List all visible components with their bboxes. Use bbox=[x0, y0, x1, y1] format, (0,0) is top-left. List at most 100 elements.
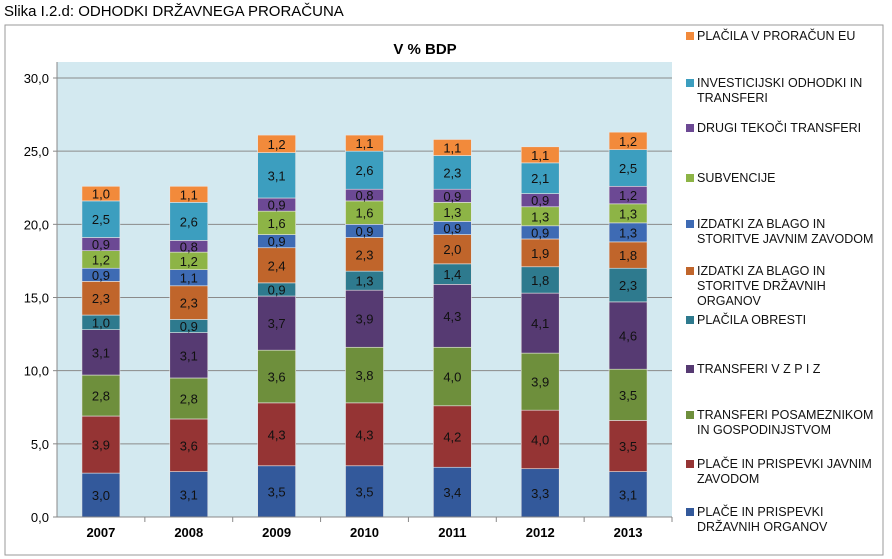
data-label: 1,3 bbox=[355, 274, 373, 289]
legend-swatch bbox=[686, 220, 694, 228]
data-label: 1,0 bbox=[92, 315, 110, 330]
data-label: 1,3 bbox=[619, 206, 637, 221]
bar-segment bbox=[345, 346, 384, 404]
y-tick-label: 25,0 bbox=[24, 144, 49, 159]
data-label: 2,3 bbox=[180, 296, 198, 311]
bar-segment bbox=[169, 332, 209, 379]
data-label: 3,1 bbox=[180, 487, 198, 502]
data-label: 3,5 bbox=[355, 484, 373, 499]
legend-item: SUBVENCIJE bbox=[686, 171, 877, 186]
data-label: 4,3 bbox=[443, 309, 461, 324]
data-label: 2,3 bbox=[443, 165, 461, 180]
bar-segment bbox=[81, 200, 121, 238]
x-tick-label: 2013 bbox=[614, 525, 643, 540]
legend-label: IZDATKI ZA BLAGO IN STORITVE JAVNIM ZAVO… bbox=[697, 217, 874, 246]
legend-swatch bbox=[686, 508, 694, 516]
legend-label: IZDATKI ZA BLAGO IN STORITVE DRŽAVNIH OR… bbox=[697, 264, 826, 308]
legend-swatch bbox=[686, 365, 694, 373]
data-label: 1,1 bbox=[443, 141, 461, 156]
x-tick-label: 2010 bbox=[350, 525, 379, 540]
bar-segment bbox=[433, 139, 472, 156]
data-label: 0,9 bbox=[443, 221, 461, 236]
legend-swatch bbox=[686, 124, 694, 132]
legend-label: DRUGI TEKOČI TRANSFERI bbox=[697, 121, 862, 135]
data-label: 3,1 bbox=[92, 345, 110, 360]
data-label: 3,9 bbox=[531, 375, 549, 390]
legend-swatch bbox=[686, 411, 694, 419]
data-label: 3,3 bbox=[531, 486, 549, 501]
bar-segment bbox=[520, 409, 560, 470]
bar-segment bbox=[169, 471, 209, 518]
data-label: 2,5 bbox=[92, 212, 110, 227]
data-label: 3,6 bbox=[180, 438, 198, 453]
data-label: 4,3 bbox=[268, 427, 286, 442]
data-label: 1,2 bbox=[92, 252, 110, 267]
legend-item: PLAČE IN PRISPEVKI DRŽAVNIH ORGANOV bbox=[686, 505, 877, 535]
data-label: 0,9 bbox=[443, 189, 461, 204]
data-label: 3,4 bbox=[443, 485, 461, 500]
bar-segment bbox=[257, 247, 296, 284]
data-label: 1,1 bbox=[531, 148, 549, 163]
data-label: 2,6 bbox=[355, 163, 373, 178]
data-label: 1,3 bbox=[619, 225, 637, 240]
legend-item: INVESTICIJSKI ODHODKI IN TRANSFERI bbox=[686, 76, 877, 106]
legend-item: DRUGI TEKOČI TRANSFERI bbox=[686, 121, 877, 136]
data-label: 1,2 bbox=[619, 188, 637, 203]
bar-segment bbox=[345, 289, 384, 348]
data-label: 3,8 bbox=[355, 368, 373, 383]
chart-title: V % BDP bbox=[393, 41, 456, 58]
legend-swatch bbox=[686, 174, 694, 182]
legend-swatch bbox=[686, 316, 694, 324]
data-label: 0,9 bbox=[92, 268, 110, 283]
data-label: 2,0 bbox=[443, 242, 461, 257]
bar-segment bbox=[345, 150, 384, 190]
bar-segment bbox=[608, 471, 648, 518]
bar-segment bbox=[169, 185, 209, 203]
bar-segment bbox=[345, 134, 384, 152]
bar-segment bbox=[520, 238, 560, 268]
legend-swatch bbox=[686, 460, 694, 468]
bar-segment bbox=[520, 292, 560, 354]
data-label: 0,9 bbox=[355, 224, 373, 239]
data-label: 3,9 bbox=[92, 438, 110, 453]
data-label: 3,1 bbox=[619, 487, 637, 502]
data-label: 0,9 bbox=[268, 282, 286, 297]
bar-segment bbox=[520, 266, 560, 294]
legend-item: IZDATKI ZA BLAGO IN STORITVE JAVNIM ZAVO… bbox=[686, 217, 877, 247]
y-tick-label: 20,0 bbox=[24, 217, 49, 232]
data-label: 1,6 bbox=[268, 216, 286, 231]
data-label: 1,6 bbox=[355, 206, 373, 221]
data-label: 1,8 bbox=[531, 273, 549, 288]
data-label: 4,6 bbox=[619, 329, 637, 344]
bar-segment bbox=[520, 146, 560, 164]
legend-item: PLAČE IN PRISPEVKI JAVNIM ZAVODOM bbox=[686, 457, 877, 487]
y-tick-label: 0,0 bbox=[31, 510, 49, 525]
bar-segment bbox=[81, 415, 121, 474]
bar-segment bbox=[81, 185, 121, 202]
data-label: 0,8 bbox=[355, 188, 373, 203]
data-label: 0,9 bbox=[180, 319, 198, 334]
legend-label: INVESTICIJSKI ODHODKI IN TRANSFERI bbox=[697, 76, 863, 105]
data-label: 3,5 bbox=[619, 439, 637, 454]
data-label: 1,2 bbox=[268, 137, 286, 152]
legend-label: TRANSFERI POSAMEZNIKOM IN GOSPODINJSTVOM bbox=[697, 408, 874, 437]
bar-segment bbox=[520, 468, 560, 518]
data-label: 0,9 bbox=[92, 237, 110, 252]
data-label: 2,8 bbox=[92, 389, 110, 404]
data-label: 4,1 bbox=[531, 316, 549, 331]
data-label: 3,9 bbox=[355, 312, 373, 327]
legend-label: PLAČE IN PRISPEVKI JAVNIM ZAVODOM bbox=[697, 457, 872, 486]
legend-item: PLAČILA V PRORAČUN EU bbox=[686, 29, 877, 44]
data-label: 1,9 bbox=[531, 246, 549, 261]
bar-segment bbox=[81, 329, 121, 376]
figure-caption: Slika I.2.d: ODHODKI DRŽAVNEGA PRORAČUNA bbox=[4, 3, 344, 20]
legend-label: PLAČILA OBRESTI bbox=[697, 313, 807, 327]
data-label: 1,1 bbox=[180, 271, 198, 286]
bar-segment bbox=[433, 466, 472, 518]
legend-item: PLAČILA OBRESTI bbox=[686, 313, 877, 328]
data-label: 1,0 bbox=[92, 187, 110, 202]
data-label: 4,0 bbox=[443, 370, 461, 385]
data-label: 3,5 bbox=[619, 388, 637, 403]
bar-segment bbox=[433, 155, 472, 190]
